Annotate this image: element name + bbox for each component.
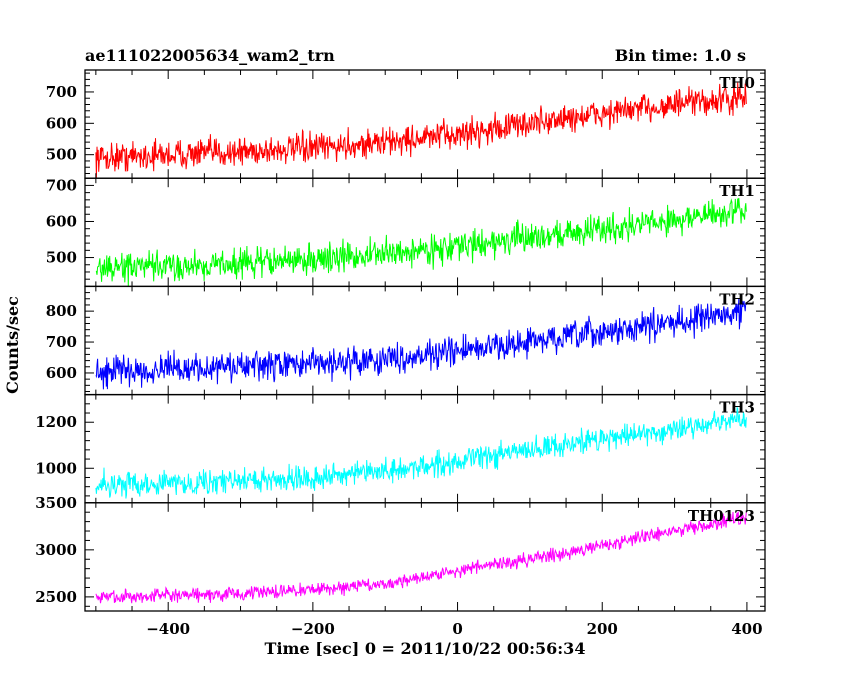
y-axis-label: Counts/sec	[3, 296, 22, 394]
panel-name-label: TH2	[719, 290, 755, 308]
y-tick-label: 3000	[35, 541, 77, 559]
series-line-th3	[95, 406, 747, 499]
chart-title: ae111022005634_wam2_trn	[85, 46, 335, 65]
x-tick-label: 0	[452, 620, 462, 638]
series-line-th0123	[95, 511, 747, 604]
panel-name-label: TH0	[719, 74, 755, 92]
panel-name-label: TH1	[719, 182, 755, 200]
y-tick-label: 500	[46, 146, 77, 164]
panel-th1: 500 600 700 TH1	[46, 176, 766, 288]
x-tick-label: −400	[146, 620, 190, 638]
y-tick-label: 500	[46, 249, 77, 267]
panels-group: 500 600 700 TH0 500 600 700 TH1 600 700 800 TH2 1000…	[35, 69, 766, 638]
panel-name-label: TH0123	[688, 507, 755, 525]
panel-th0123: 2500 3000 3500 TH0123	[35, 494, 766, 612]
y-tick-label: 700	[46, 333, 77, 351]
panel-frame	[84, 502, 766, 612]
x-tick-label: −200	[291, 620, 335, 638]
y-tick-label: 700	[46, 176, 77, 194]
x-tick-label: 400	[731, 620, 762, 638]
bin-time-label: Bin time: 1.0 s	[615, 46, 746, 65]
panel-th3: 1000 1200 TH3	[35, 393, 766, 504]
y-tick-label: 600	[46, 364, 77, 382]
y-tick-label: 1200	[35, 413, 77, 431]
y-tick-label: 3500	[35, 494, 77, 512]
series-line-th2	[95, 298, 747, 390]
y-tick-label: 1000	[35, 459, 77, 477]
y-tick-label: 600	[46, 212, 77, 230]
panel-name-label: TH3	[719, 399, 755, 417]
panel-frame	[84, 285, 766, 396]
y-tick-label: 700	[46, 83, 77, 101]
x-tick-label: 200	[587, 620, 618, 638]
y-tick-label: 800	[46, 302, 77, 320]
panel-th0: 500 600 700 TH0	[46, 69, 766, 179]
y-tick-label: 2500	[35, 588, 77, 606]
series-line-th0	[95, 82, 747, 179]
series-line-th1	[95, 197, 747, 287]
panel-th2: 600 700 800 TH2	[46, 285, 766, 396]
y-tick-label: 600	[46, 114, 77, 132]
x-axis-label: Time [sec] 0 = 2011/10/22 00:56:34	[265, 639, 586, 658]
